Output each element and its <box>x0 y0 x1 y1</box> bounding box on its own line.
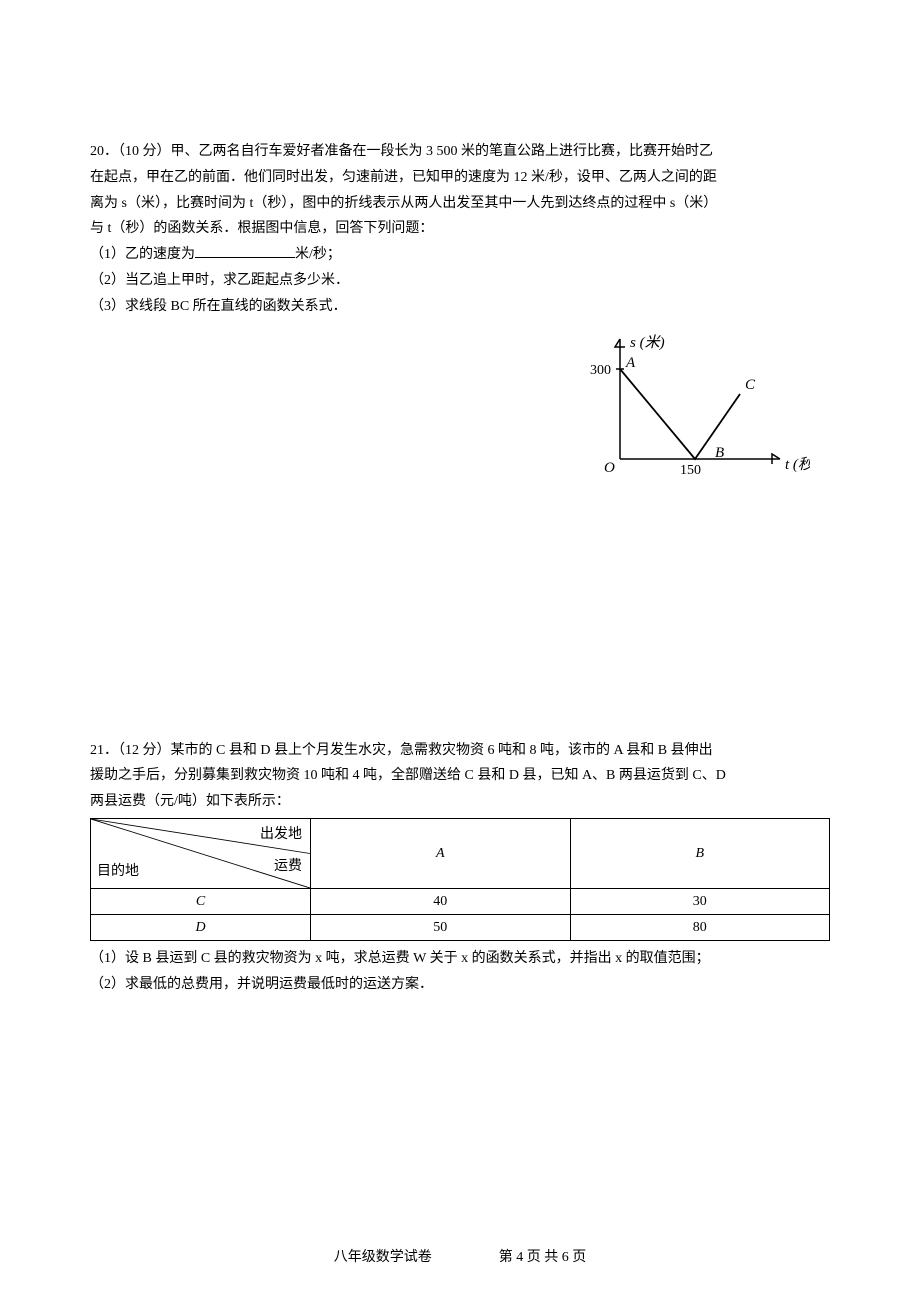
axis-label-y: s (米) <box>630 334 665 351</box>
cell-ac: 40 <box>311 888 571 914</box>
axis-label-x: t (秒) <box>785 456 810 473</box>
question-21: 21．（12 分）某市的 C 县和 D 县上个月发生水灾，急需救灾物资 6 吨和… <box>90 739 830 997</box>
q21-sub1: （1）设 B 县运到 C 县的救灾物资为 x 吨，求总运费 W 关于 x 的函数… <box>90 947 830 971</box>
col-header-a: A <box>311 818 571 888</box>
diag-header-cell: 出发地 运费 目的地 <box>91 818 311 888</box>
footer-right: 第 4 页 共 6 页 <box>499 1250 587 1265</box>
col-header-b: B <box>570 818 830 888</box>
q20-line4: 与 t（秒）的函数关系．根据图中信息，回答下列问题： <box>90 217 830 241</box>
q20-line3: 离为 s（米），比赛时间为 t（秒），图中的折线表示从两人出发至其中一人先到达终… <box>90 192 830 216</box>
question-20: 20．（10 分）甲、乙两名自行车爱好者准备在一段长为 3 500 米的笔直公路… <box>90 140 830 479</box>
xtick-150: 150 <box>680 463 701 478</box>
q20-line1: 20．（10 分）甲、乙两名自行车爱好者准备在一段长为 3 500 米的笔直公路… <box>90 140 830 164</box>
q20-line2: 在起点，甲在乙的前面．他们同时出发，匀速前进，已知甲的速度为 12 米/秒，设甲… <box>90 166 830 190</box>
page-footer: 八年级数学试卷 第 4 页 共 6 页 <box>0 1246 920 1270</box>
diag-bot-label: 目的地 <box>97 860 139 884</box>
row-header-d: D <box>91 914 311 940</box>
cell-bc: 30 <box>570 888 830 914</box>
point-b: B <box>715 445 724 461</box>
q21-line1: 21．（12 分）某市的 C 县和 D 县上个月发生水灾，急需救灾物资 6 吨和… <box>90 739 830 763</box>
q20-sub3: （3）求线段 BC 所在直线的函数关系式． <box>90 295 830 319</box>
q21-sub2: （2）求最低的总费用，并说明运费最低时的运送方案． <box>90 973 830 997</box>
point-a: A <box>625 355 636 371</box>
q20-sub1: （1）乙的速度为 米/秒； <box>90 243 830 267</box>
point-c: C <box>745 377 756 393</box>
row-header-c: C <box>91 888 311 914</box>
cell-bd: 80 <box>570 914 830 940</box>
q20-chart: s (米) t (秒) 300 150 O A B C <box>90 329 830 479</box>
ytick-300: 300 <box>590 363 611 378</box>
q21-line3: 两县运费（元/吨）如下表所示： <box>90 790 830 814</box>
diag-top-label: 出发地 <box>260 823 302 847</box>
origin-label: O <box>604 460 615 476</box>
diag-mid-label: 运费 <box>274 855 302 879</box>
q21-line2: 援助之手后，分别募集到救灾物资 10 吨和 4 吨，全部赠送给 C 县和 D 县… <box>90 764 830 788</box>
footer-left: 八年级数学试卷 <box>334 1250 432 1265</box>
q20-sub2: （2）当乙追上甲时，求乙距起点多少米． <box>90 269 830 293</box>
cell-ad: 50 <box>311 914 571 940</box>
line-chart-svg: s (米) t (秒) 300 150 O A B C <box>580 329 810 479</box>
q20-sub1b: 米/秒； <box>295 247 341 262</box>
q20-sub1a: （1）乙的速度为 <box>90 247 195 262</box>
fill-blank[interactable] <box>195 244 295 258</box>
cost-table: 出发地 运费 目的地 A B C 40 30 D 50 80 <box>90 818 830 941</box>
